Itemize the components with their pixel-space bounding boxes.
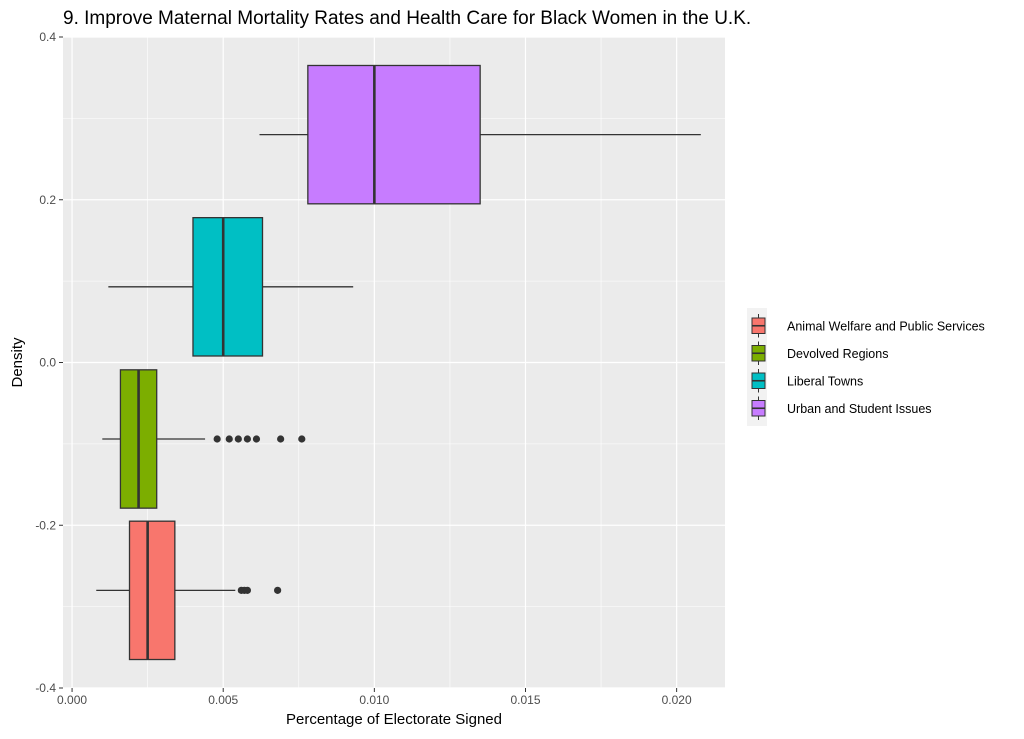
outlier-point (277, 435, 285, 443)
legend: Animal Welfare and Public Services Devolv… (747, 308, 985, 426)
legend-item-0: Animal Welfare and Public Services (750, 312, 985, 340)
boxplots (96, 64, 701, 661)
y-tick-label: -0.4 (35, 681, 56, 695)
legend-label: Animal Welfare and Public Services (787, 319, 985, 333)
x-tick-label: 0.000 (57, 693, 87, 707)
legend-item-2: Liberal Towns (750, 367, 863, 395)
x-axis-label: Percentage of Electorate Signed (286, 711, 502, 728)
outlier-point (252, 435, 261, 443)
chart-title: 9. Improve Maternal Mortality Rates and … (63, 8, 751, 29)
box (307, 64, 481, 205)
box (192, 217, 264, 357)
y-tick-label: 0.2 (39, 193, 56, 207)
axes: 0.000 0.005 0.010 0.015 0.020 -0.4 -0.2 0.0 0.2 0… (35, 30, 692, 707)
outlier-point (274, 586, 282, 594)
x-tick-label: 0.015 (510, 693, 540, 707)
x-tick-label: 0.010 (359, 693, 389, 707)
x-tick-label: 0.020 (662, 693, 692, 707)
outlier-point (225, 435, 233, 443)
legend-item-3: Urban and Student Issues (750, 394, 932, 422)
y-tick-label: -0.2 (35, 518, 56, 532)
y-tick-label: 0.4 (39, 30, 56, 44)
box (128, 520, 176, 661)
y-axis-label: Density (9, 337, 26, 388)
outlier-point (213, 435, 221, 443)
legend-item-1: Devolved Regions (750, 339, 888, 367)
legend-label: Devolved Regions (787, 347, 888, 361)
outlier-point (298, 435, 306, 443)
legend-label: Urban and Student Issues (787, 402, 932, 416)
boxplot-group-2 (108, 217, 354, 357)
boxplot-group-0 (96, 520, 282, 661)
boxplot-group-3 (259, 64, 701, 205)
x-tick-label: 0.005 (208, 693, 238, 707)
outlier-point (243, 435, 251, 443)
legend-label: Liberal Towns (787, 374, 863, 388)
outlier-point (234, 435, 242, 443)
outlier-point (243, 586, 251, 594)
y-tick-label: 0.0 (39, 356, 56, 370)
boxplot-group-1 (102, 369, 306, 509)
